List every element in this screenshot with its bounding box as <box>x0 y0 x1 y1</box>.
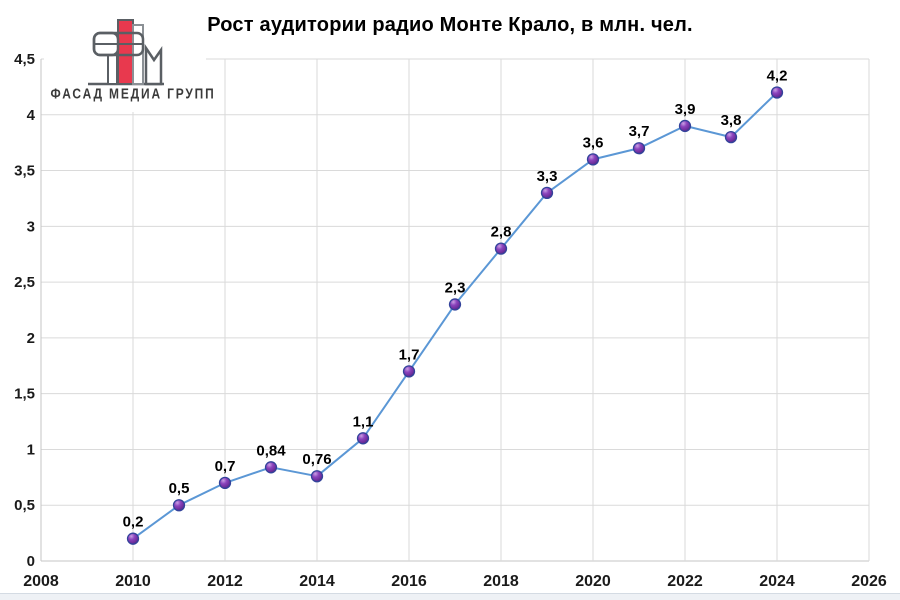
chart-footer-strip <box>0 593 900 600</box>
data-point-label: 1,7 <box>399 346 420 363</box>
y-axis-tick-label: 2,5 <box>14 274 35 291</box>
data-point-marker <box>402 365 416 378</box>
x-axis-tick-label: 2022 <box>667 573 703 590</box>
axis-tick-labels: 0 0,5 1 1,5 2 2,5 3 3,5 4 4,5 2008 2010 2012 2014 2016… <box>14 51 887 590</box>
data-point-label: 3,8 <box>721 112 742 129</box>
y-axis-tick-label: 4 <box>27 107 36 124</box>
data-point-label: 0,2 <box>123 514 144 531</box>
data-point-labels: 0,2 0,5 0,7 0,84 0,76 1,1 1,7 2,3 2,8 3,3 3,6 3,7 3,… <box>123 67 788 530</box>
data-point-marker <box>172 499 186 512</box>
data-point-marker <box>264 461 278 474</box>
data-point-marker <box>126 532 140 545</box>
data-point-label: 3,6 <box>583 134 604 151</box>
data-point-label: 2,8 <box>491 224 512 241</box>
data-point-label: 3,7 <box>629 123 650 140</box>
data-point-marker <box>586 153 600 166</box>
data-point-marker <box>310 470 324 483</box>
y-axis-tick-label: 4,5 <box>14 51 35 68</box>
data-point-label: 3,9 <box>675 101 696 118</box>
y-axis-tick-label: 3 <box>27 218 35 235</box>
data-point-marker <box>448 298 462 311</box>
data-point-marker <box>724 130 738 144</box>
x-axis-tick-label: 2024 <box>759 573 795 590</box>
company-logo: ФАСАД МЕДИА ГРУПП <box>44 10 216 112</box>
data-point-marker <box>356 432 370 445</box>
data-point-marker <box>678 119 692 133</box>
x-axis-tick-label: 2016 <box>391 573 427 590</box>
data-point-label: 0,76 <box>302 451 331 468</box>
data-point-label: 3,3 <box>537 168 558 185</box>
data-series <box>126 86 784 545</box>
y-axis-tick-label: 1 <box>27 441 35 458</box>
x-axis-tick-label: 2020 <box>575 573 611 590</box>
y-axis-tick-label: 1,5 <box>14 386 35 403</box>
x-axis-tick-label: 2014 <box>299 573 335 590</box>
x-axis-tick-label: 2026 <box>851 573 887 590</box>
data-point-marker <box>494 242 508 255</box>
data-point-label: 0,5 <box>169 480 190 497</box>
x-axis-tick-label: 2008 <box>23 573 59 590</box>
x-axis-tick-label: 2018 <box>483 573 519 590</box>
data-point-label: 1,1 <box>353 413 374 430</box>
data-point-marker <box>218 476 232 490</box>
logo-mark <box>88 19 164 86</box>
data-point-marker <box>632 142 646 155</box>
data-point-label: 4,2 <box>767 67 788 84</box>
logo-m-shape <box>144 43 163 86</box>
data-point-label: 0,84 <box>256 442 286 459</box>
data-point-marker <box>770 86 784 99</box>
x-axis-tick-label: 2010 <box>115 573 151 590</box>
y-axis-tick-label: 0 <box>27 553 35 570</box>
chart-title: Рост аудитории радио Монте Крало, в млн.… <box>207 14 693 36</box>
x-axis-tick-label: 2012 <box>207 573 243 590</box>
y-axis-tick-label: 0,5 <box>14 497 35 514</box>
data-point-label: 2,3 <box>445 279 466 296</box>
y-axis-tick-label: 2 <box>27 330 35 347</box>
data-point-label: 0,7 <box>215 458 236 475</box>
data-point-marker <box>540 186 554 200</box>
y-axis-tick-label: 3,5 <box>14 163 35 180</box>
logo-text: ФАСАД МЕДИА ГРУПП <box>50 84 216 103</box>
